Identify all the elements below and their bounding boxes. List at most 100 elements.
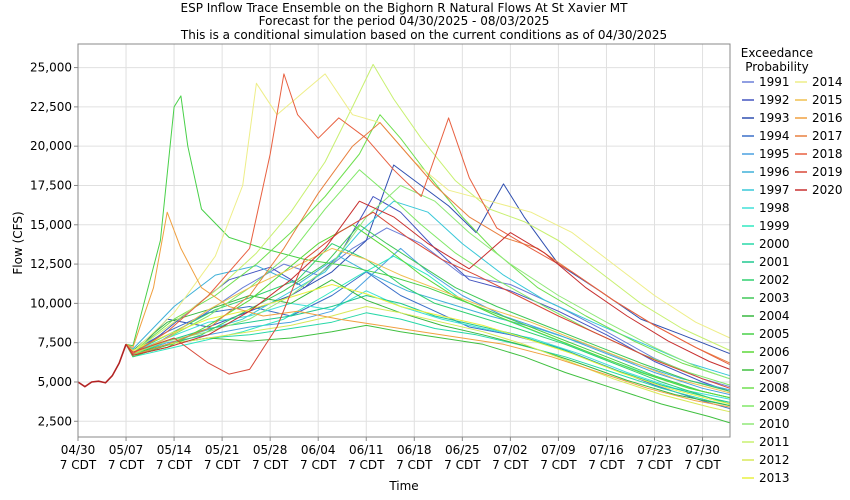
- x-tick-date: 07/30: [685, 443, 720, 457]
- legend-label-2002: 2002: [759, 273, 790, 287]
- x-tick-time: 7 CDT: [588, 458, 625, 472]
- series-layer: [77, 63, 731, 424]
- chart-subtitle-1: Forecast for the period 04/30/2025 - 08/…: [259, 14, 550, 28]
- legend-title-1: Exceedance: [741, 46, 813, 60]
- x-tick-date: 06/11: [349, 443, 384, 457]
- x-tick-date: 06/04: [301, 443, 336, 457]
- legend-label-2003: 2003: [759, 291, 790, 305]
- x-tick-date: 05/28: [253, 443, 288, 457]
- y-tick-label: 12,500: [30, 257, 72, 271]
- y-tick-label: 22,500: [30, 100, 72, 114]
- y-tick-label: 20,000: [30, 139, 72, 153]
- y-tick-label: 25,000: [30, 61, 72, 75]
- series-line-2014: [125, 73, 731, 353]
- legend-label-2019: 2019: [812, 165, 843, 179]
- legend-label-2018: 2018: [812, 147, 843, 161]
- legend-label-2013: 2013: [759, 471, 790, 485]
- series-line-2008: [125, 114, 731, 380]
- legend-label-1993: 1993: [759, 111, 790, 125]
- grid: [77, 44, 730, 437]
- legend-label-1995: 1995: [759, 147, 790, 161]
- y-tick-label: 2,500: [38, 414, 72, 428]
- chart-subtitle-2: This is a conditional simulation based o…: [180, 28, 667, 42]
- legend-label-2015: 2015: [812, 93, 843, 107]
- legend-label-1994: 1994: [759, 129, 790, 143]
- x-tick-time: 7 CDT: [684, 458, 721, 472]
- series-line-2004: [125, 279, 731, 407]
- series-line-2010: [125, 185, 731, 380]
- legend-label-2010: 2010: [759, 417, 790, 431]
- x-tick-time: 7 CDT: [492, 458, 529, 472]
- legend-label-2007: 2007: [759, 363, 790, 377]
- legend-label-2005: 2005: [759, 327, 790, 341]
- x-tick-date: 06/18: [397, 443, 432, 457]
- series-line-2003: [125, 224, 731, 392]
- legend-label-1999: 1999: [759, 219, 790, 233]
- legend-label-1996: 1996: [759, 165, 790, 179]
- y-tick-label: 5,000: [38, 375, 72, 389]
- x-tick-date: 05/14: [157, 443, 192, 457]
- x-axis-label: Time: [388, 479, 418, 493]
- series-line-2018: [125, 73, 731, 366]
- x-tick-date: 07/02: [493, 443, 528, 457]
- legend-label-2014: 2014: [812, 75, 843, 89]
- x-tick-time: 7 CDT: [444, 458, 481, 472]
- x-tick-time: 7 CDT: [540, 458, 577, 472]
- y-axis-label: Flow (CFS): [11, 211, 25, 274]
- series-line-2016: [125, 211, 731, 408]
- y-tick-label: 15,000: [30, 218, 72, 232]
- legend-label-2001: 2001: [759, 255, 790, 269]
- x-tick-time: 7 CDT: [348, 458, 385, 472]
- legend-label-2020: 2020: [812, 183, 843, 197]
- x-tick-time: 7 CDT: [156, 458, 193, 472]
- legend-label-2012: 2012: [759, 453, 790, 467]
- y-tick-label: 10,000: [30, 296, 72, 310]
- legend-label-2011: 2011: [759, 435, 790, 449]
- legend-label-1997: 1997: [759, 183, 790, 197]
- series-line-2019: [125, 211, 731, 389]
- series-line-2012: [125, 306, 731, 413]
- x-tick-date: 07/09: [541, 443, 576, 457]
- legend-label-1998: 1998: [759, 201, 790, 215]
- legend-title-2: Probability: [745, 60, 808, 74]
- x-tick-time: 7 CDT: [396, 458, 433, 472]
- series-line-2005: [125, 95, 731, 399]
- series-line-1998: [125, 290, 731, 400]
- observed-line: [77, 344, 127, 388]
- series-line-2013: [125, 284, 731, 405]
- x-tick-date: 05/21: [205, 443, 240, 457]
- legend-label-2008: 2008: [759, 381, 790, 395]
- x-tick-date: 05/07: [109, 443, 144, 457]
- legend-label-2006: 2006: [759, 345, 790, 359]
- x-tick-time: 7 CDT: [252, 458, 289, 472]
- series-line-2002: [125, 243, 731, 405]
- x-tick-date: 06/25: [445, 443, 480, 457]
- series-line-2011: [125, 63, 731, 353]
- legend-label-2017: 2017: [812, 129, 843, 143]
- x-tick-date: 07/23: [637, 443, 672, 457]
- x-tick-date: 07/16: [589, 443, 624, 457]
- plot-frame: [77, 43, 731, 438]
- legend-label-2004: 2004: [759, 309, 790, 323]
- x-tick-date: 04/30: [61, 443, 96, 457]
- x-tick-time: 7 CDT: [108, 458, 145, 472]
- series-line-2006: [125, 224, 731, 399]
- y-tick-label: 17,500: [30, 178, 72, 192]
- y-tick-label: 7,500: [38, 336, 72, 350]
- x-tick-time: 7 CDT: [300, 458, 337, 472]
- legend-label-2009: 2009: [759, 399, 790, 413]
- chart-title: ESP Inflow Trace Ensemble on the Bighorn…: [181, 1, 629, 15]
- x-tick-time: 7 CDT: [636, 458, 673, 472]
- legend-label-2016: 2016: [812, 111, 843, 125]
- legend-label-1991: 1991: [759, 75, 790, 89]
- x-tick-time: 7 CDT: [60, 458, 97, 472]
- legend-label-2000: 2000: [759, 237, 790, 251]
- y-axis-ticks: 2,500 5,000 7,500 10,000 12,500 15,000 17,500 2…: [30, 61, 78, 428]
- x-tick-time: 7 CDT: [204, 458, 241, 472]
- series-line-1994: [125, 271, 731, 410]
- series-line-2015: [125, 247, 731, 394]
- series-line-1995: [125, 247, 731, 396]
- legend: Exceedance Probability 1991 1992 1993 1994 1…: [741, 46, 843, 485]
